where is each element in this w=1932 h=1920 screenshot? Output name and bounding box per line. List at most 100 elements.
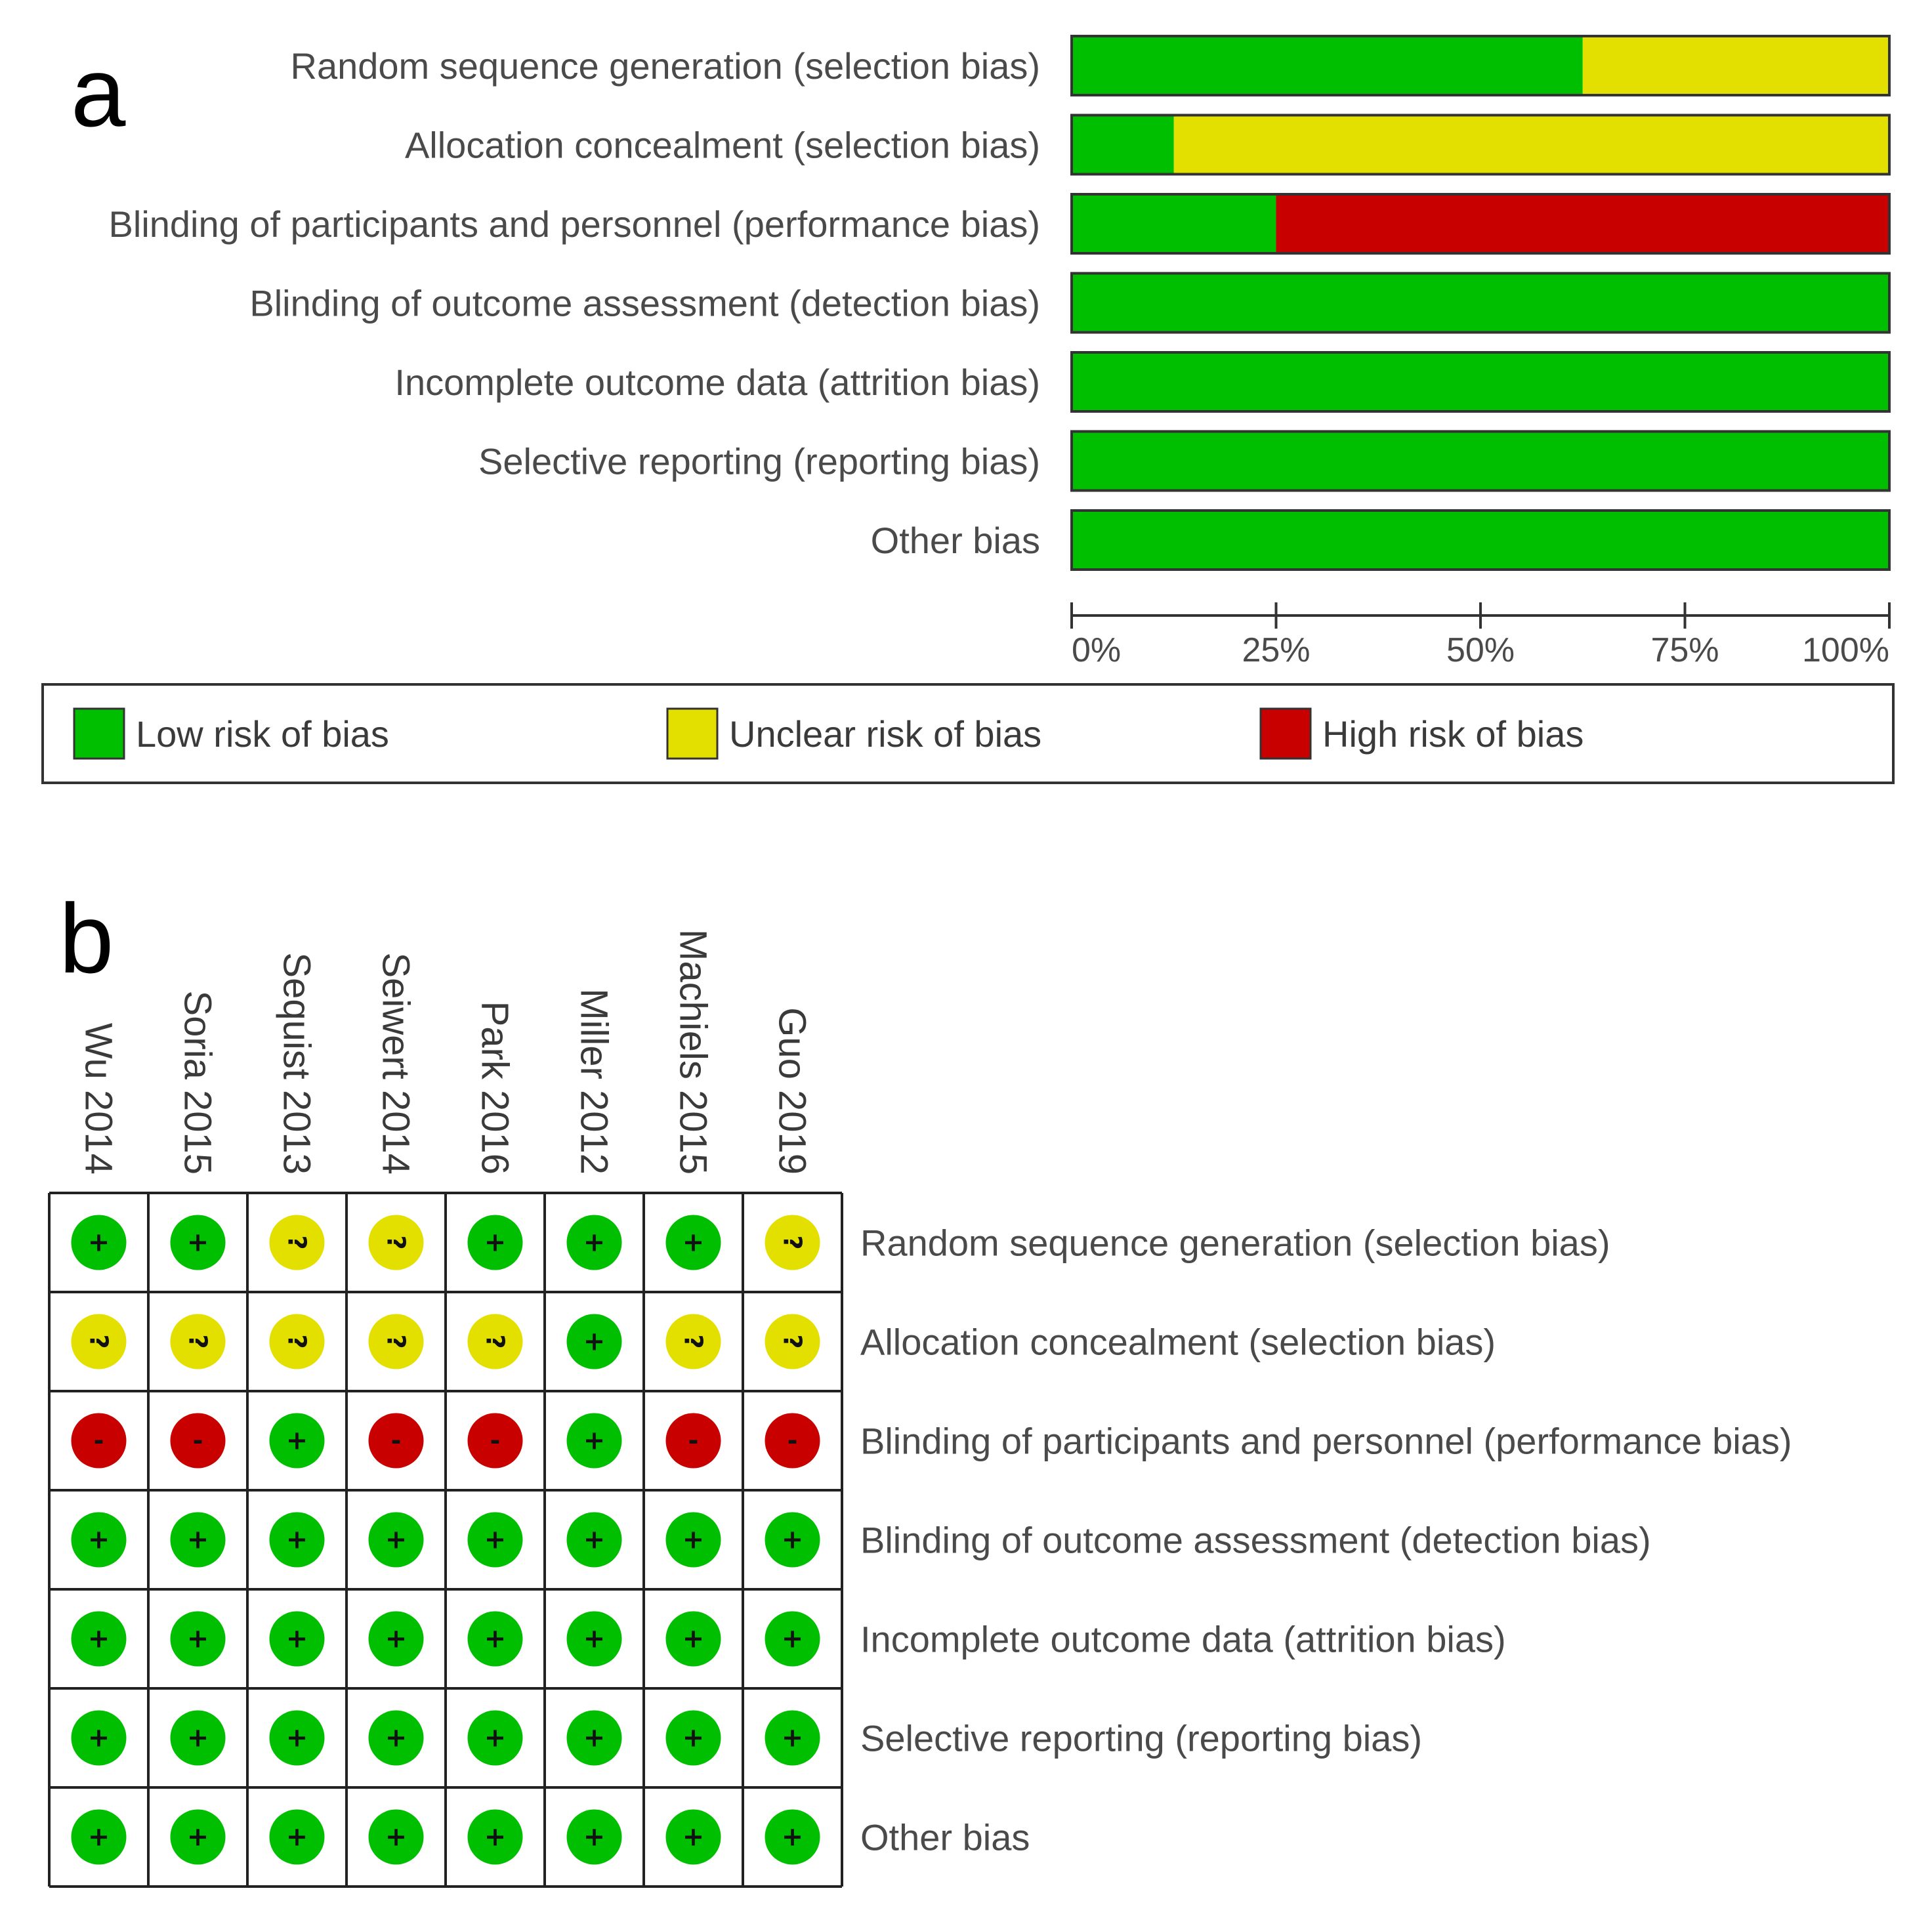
rating-symbol-high: - [788,1427,798,1455]
rating-symbol-low: + [88,1228,110,1258]
study-label: Seiwert 2014 [375,952,417,1175]
rating-circle-low [368,1809,424,1865]
rating-symbol-high: - [688,1427,699,1455]
rating-symbol-unclear: ? [85,1334,114,1348]
study-label: Sequist 2013 [276,952,318,1175]
rating-symbol-low: + [682,1624,705,1654]
rating-circle-low [170,1809,226,1865]
rating-circle-unclear [269,1314,325,1369]
domain-label: Blinding of participants and personnel (… [860,1421,1792,1462]
domain-label: Blinding of outcome assessment (detectio… [860,1520,1651,1561]
x-tick-label: 100% [1802,631,1889,669]
rating-circle-high [71,1413,127,1469]
rating-circle-low [71,1512,127,1568]
bar-segment-low [1072,352,1889,411]
rating-symbol-unclear: ? [679,1334,708,1348]
rating-circle-unclear [665,1314,721,1369]
rating-circle-high [765,1413,820,1469]
legend-label-unclear: Unclear risk of bias [729,713,1041,755]
bar-outline [1070,35,1891,96]
rating-symbol-low: + [286,1624,308,1654]
bar-segment-unclear [1173,115,1889,175]
rating-symbol-low: + [286,1426,308,1456]
rating-symbol-low: + [682,1228,705,1258]
rating-symbol-low: + [187,1228,209,1258]
rating-symbol-low: + [385,1723,408,1753]
legend-swatch-low [73,707,125,760]
domain-label: Allocation concealment (selection bias) [405,125,1040,166]
rating-symbol-low: + [286,1822,308,1852]
study-label: Miller 2012 [573,988,616,1175]
rating-circle-unclear [269,1215,325,1270]
rating-circle-low [368,1512,424,1568]
domain-label: Selective reporting (reporting bias) [860,1718,1422,1759]
rating-symbol-unclear: ? [481,1334,510,1348]
domain-label: Blinding of outcome assessment (detectio… [249,283,1040,324]
rating-symbol-low: + [782,1624,804,1654]
study-label: Guo 2019 [771,1007,814,1175]
rating-symbol-low: + [187,1624,209,1654]
domain-label: Random sequence generation (selection bi… [860,1222,1610,1264]
rating-symbol-low: + [583,1723,606,1753]
bar-segment-low [1072,273,1889,333]
rating-circle-low [566,1413,622,1469]
rating-symbol-high: - [490,1427,501,1455]
rating-circle-low [566,1314,622,1369]
rating-circle-low [467,1611,523,1667]
rating-circle-low [467,1512,523,1568]
rating-circle-low [71,1710,127,1766]
rating-symbol-low: + [484,1723,507,1753]
bar-outline [1070,272,1891,334]
rating-circle-low [566,1611,622,1667]
rating-symbol-low: + [88,1624,110,1654]
rating-symbol-unclear: ? [382,1235,411,1249]
rating-symbol-low: + [88,1723,110,1753]
rating-symbol-high: - [94,1427,104,1455]
bar-segment-high [1276,194,1889,253]
rating-circle-low [665,1710,721,1766]
rating-symbol-low: + [385,1624,408,1654]
rating-symbol-high: - [391,1427,402,1455]
rating-circle-unclear [467,1314,523,1369]
rating-symbol-low: + [583,1327,606,1357]
rating-symbol-low: + [583,1426,606,1456]
rating-circle-high [665,1413,721,1469]
rating-circle-low [71,1215,127,1270]
rating-symbol-low: + [484,1822,507,1852]
rating-symbol-unclear: ? [283,1235,312,1249]
rating-symbol-low: + [782,1822,804,1852]
bar-outline [1070,114,1891,176]
rating-symbol-low: + [187,1525,209,1555]
bar-outline [1070,430,1891,492]
domain-label: Selective reporting (reporting bias) [478,441,1040,482]
rating-circle-high [467,1413,523,1469]
domain-label: Random sequence generation (selection bi… [291,45,1040,87]
bar-segment-low [1072,194,1276,253]
rating-symbol-low: + [682,1525,705,1555]
rating-symbol-unclear: ? [778,1235,807,1249]
rating-circle-low [765,1611,820,1667]
rating-circle-low [665,1611,721,1667]
rating-circle-low [269,1512,325,1568]
x-tick-label: 25% [1242,631,1310,669]
panel-b-letter: b [59,883,114,993]
rating-circle-unclear [170,1314,226,1369]
rating-circle-low [71,1611,127,1667]
rating-symbol-unclear: ? [283,1334,312,1348]
domain-label: Allocation concealment (selection bias) [860,1322,1496,1363]
x-tick-label: 50% [1446,631,1515,669]
x-tick-label: 0% [1072,631,1121,669]
rating-circle-high [368,1413,424,1469]
study-label: Park 2016 [474,1001,516,1175]
rating-circle-high [170,1413,226,1469]
rating-circle-low [467,1809,523,1865]
rating-symbol-low: + [583,1525,606,1555]
domain-label: Incomplete outcome data (attrition bias) [394,362,1040,403]
rating-symbol-low: + [484,1525,507,1555]
panel-a-bar-chart: Random sequence generation (selection bi… [109,35,1891,571]
rating-circle-low [566,1215,622,1270]
rating-symbol-low: + [682,1723,705,1753]
rating-symbol-low: + [782,1723,804,1753]
rating-circle-low [765,1710,820,1766]
rating-symbol-unclear: ? [382,1334,411,1348]
